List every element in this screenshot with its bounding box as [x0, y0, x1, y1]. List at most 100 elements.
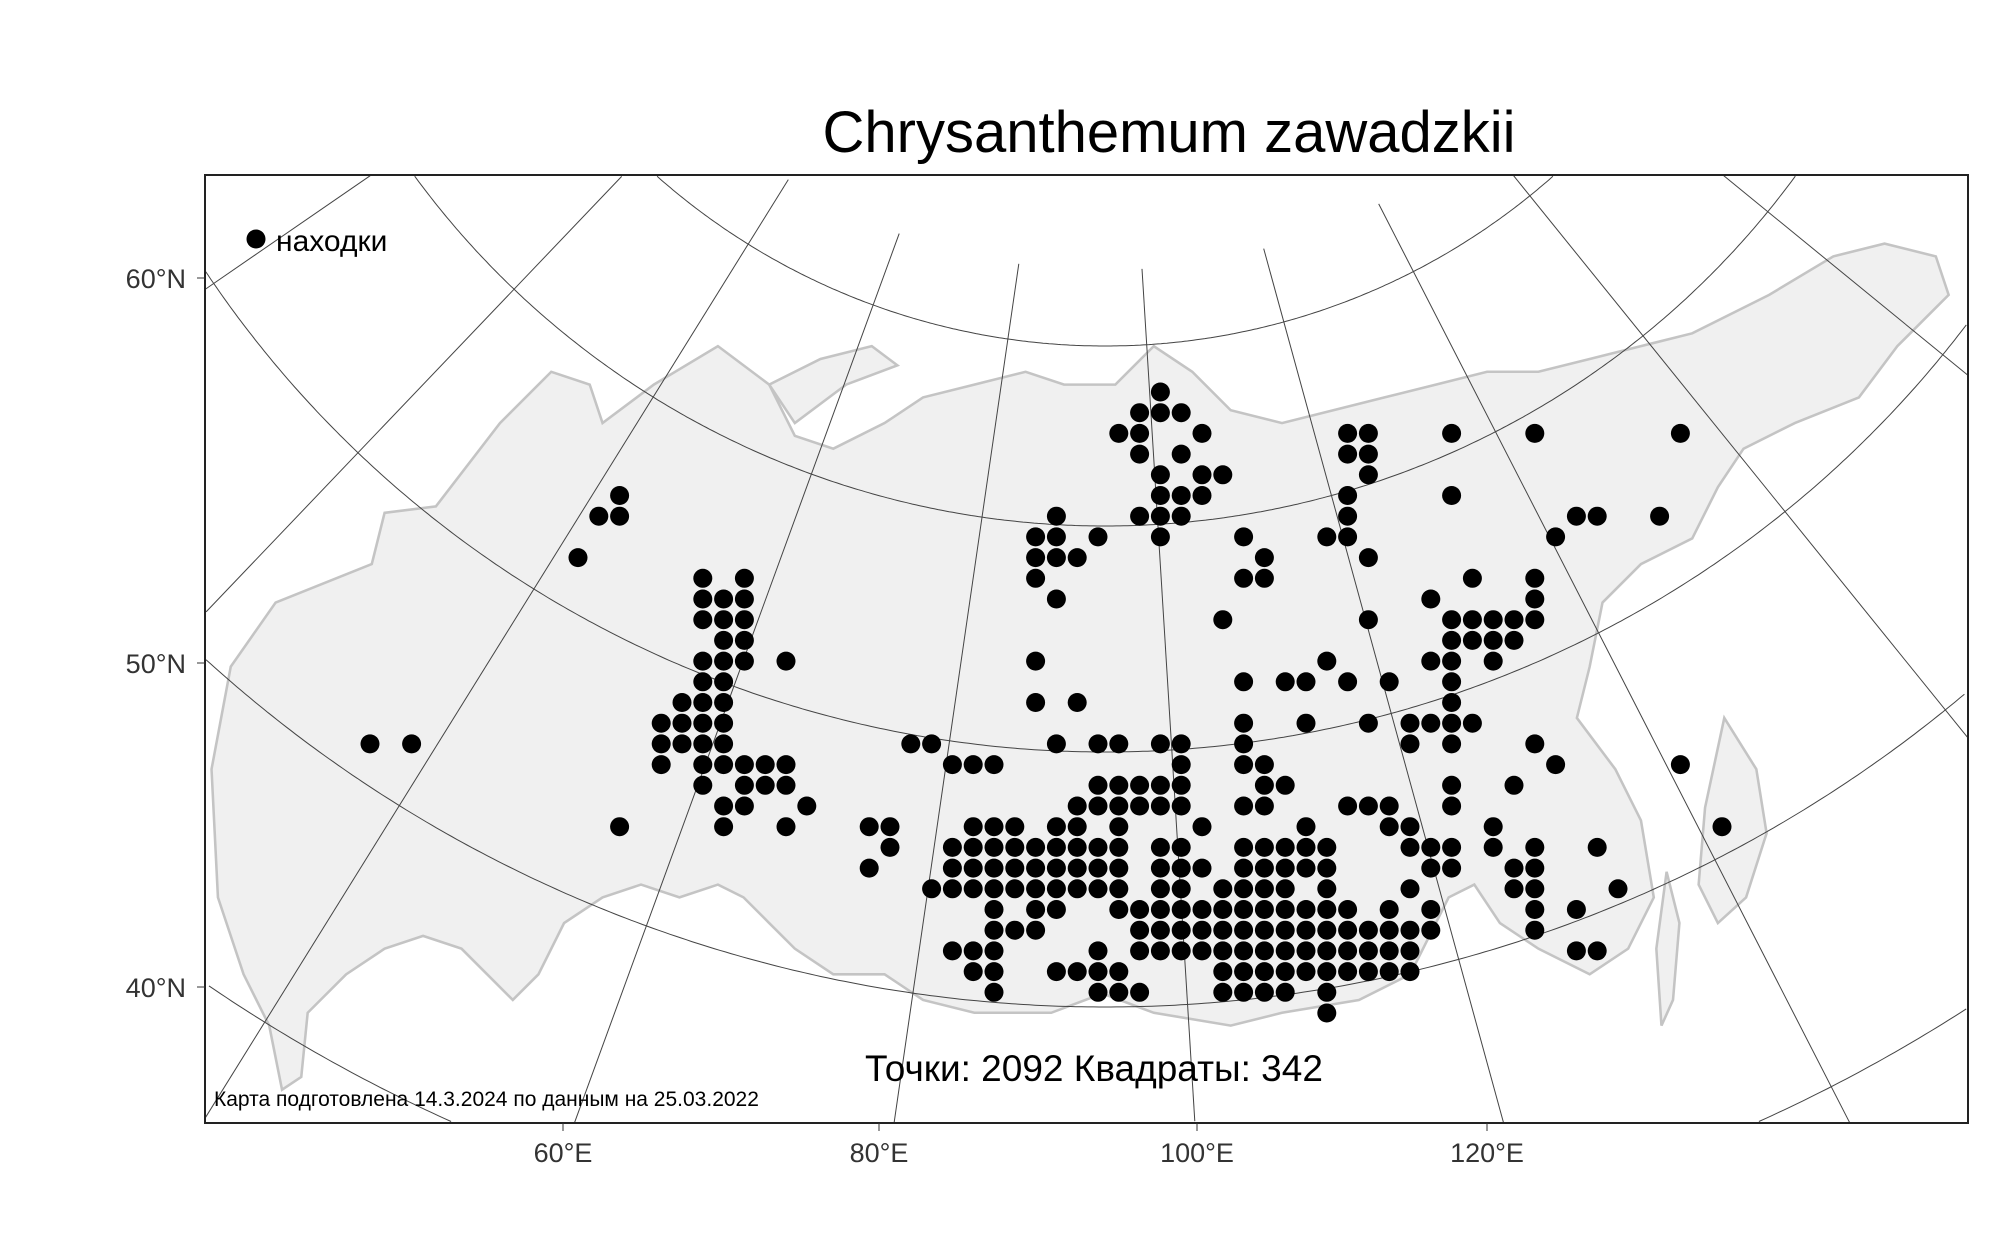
occurrence-dot: [734, 796, 754, 816]
occurrence-dot: [1150, 837, 1170, 857]
occurrence-dot: [693, 713, 713, 733]
occurrence-dot: [1462, 568, 1482, 588]
occurrence-dot: [1150, 403, 1170, 423]
occurrence-dot: [1254, 568, 1274, 588]
occurrence-dot: [1400, 713, 1420, 733]
occurrence-dot: [1088, 962, 1108, 982]
occurrence-dot: [1275, 775, 1295, 795]
map-area: [205, 175, 1968, 1123]
occurrence-dot: [1026, 651, 1046, 671]
occurrence-dot: [1296, 672, 1316, 692]
occurrence-dot: [1150, 506, 1170, 526]
occurrence-dot: [568, 548, 588, 568]
occurrence-dot: [1275, 920, 1295, 940]
occurrence-dot: [1400, 941, 1420, 961]
occurrence-dot: [1317, 962, 1337, 982]
sakhalin: [1655, 871, 1681, 1027]
occurrence-dot: [901, 734, 921, 754]
occurrence-dot: [651, 734, 671, 754]
occurrence-dot: [1088, 527, 1108, 547]
occurrence-dot: [1525, 879, 1545, 899]
occurrence-dot: [1213, 941, 1233, 961]
occurrence-dot: [880, 817, 900, 837]
occurrence-dot: [776, 817, 796, 837]
occurrence-dot: [1254, 962, 1274, 982]
occurrence-dot: [1275, 900, 1295, 919]
novaya-zemlya: [767, 344, 901, 425]
occurrence-dot: [1067, 817, 1087, 837]
occurrence-dot: [734, 775, 754, 795]
occurrence-dot: [1171, 837, 1191, 857]
occurrence-dot: [714, 734, 734, 754]
occurrence-dot: [963, 858, 983, 878]
occurrence-dot: [1483, 837, 1503, 857]
occurrence-dot: [1254, 796, 1274, 816]
occurrence-dot: [859, 858, 879, 878]
occurrence-dot: [1254, 879, 1274, 899]
occurrence-dot: [1026, 879, 1046, 899]
occurrence-dot: [1026, 548, 1046, 568]
occurrence-dot: [1442, 672, 1462, 692]
occurrence-dot: [610, 486, 630, 505]
occurrence-dot: [984, 858, 1004, 878]
land-mass: [210, 242, 1951, 1092]
occurrence-dot: [1358, 796, 1378, 816]
points-count: 2092: [981, 1048, 1063, 1089]
occurrence-dot: [672, 734, 692, 754]
occurrence-dot: [1005, 858, 1025, 878]
occurrence-dot: [1504, 630, 1524, 650]
occurrence-dot: [984, 920, 1004, 940]
occurrence-dot: [1171, 506, 1191, 526]
occurrence-dot: [1338, 900, 1358, 919]
occurrence-dot: [1150, 382, 1170, 402]
occurrence-dot: [714, 817, 734, 837]
occurrence-dot: [1421, 589, 1441, 609]
occurrence-dot: [1234, 713, 1254, 733]
occurrence-dot: [1046, 962, 1066, 982]
occurrence-dot: [1192, 465, 1212, 485]
occurrence-dot: [1442, 775, 1462, 795]
lon-label: 120°E: [1450, 1138, 1524, 1168]
occurrence-dot: [1130, 403, 1150, 423]
occurrence-dot: [1150, 527, 1170, 547]
occurrence-dot: [1088, 982, 1108, 1002]
occurrence-dot: [1546, 755, 1566, 775]
occurrence-dot: [1046, 589, 1066, 609]
occurrence-dot: [734, 651, 754, 671]
occurrence-dot: [1130, 900, 1150, 919]
occurrence-dot: [1525, 900, 1545, 919]
occurrence-dot: [1358, 713, 1378, 733]
occurrence-dot: [1234, 962, 1254, 982]
occurrence-dot: [1171, 879, 1191, 899]
occurrence-dot: [1192, 941, 1212, 961]
occurrence-dot: [1109, 796, 1129, 816]
occurrence-dot: [1130, 941, 1150, 961]
land-layer: [210, 242, 1951, 1092]
occurrence-dot: [1275, 672, 1295, 692]
occurrence-dot: [1504, 610, 1524, 630]
occurrence-dot: [1109, 900, 1129, 919]
occurrence-dot: [963, 962, 983, 982]
occurrence-dot: [776, 755, 796, 775]
occurrence-dot: [1442, 651, 1462, 671]
parallel-line: [205, 270, 1967, 753]
occurrence-dot: [651, 713, 671, 733]
occurrence-dot: [610, 506, 630, 526]
meridian-line: [205, 175, 371, 290]
occurrence-dot: [1046, 548, 1066, 568]
occurrence-dot: [714, 672, 734, 692]
occurrence-dot: [693, 693, 713, 712]
occurrence-dot: [1213, 962, 1233, 982]
occurrence-dot: [734, 630, 754, 650]
occurrence-dot: [1379, 672, 1399, 692]
occurrence-dot: [734, 755, 754, 775]
occurrence-dot: [1150, 486, 1170, 505]
meridian-line: [205, 176, 623, 613]
occurrence-dot: [1171, 858, 1191, 878]
occurrence-dot: [1213, 982, 1233, 1002]
occurrence-dot: [714, 589, 734, 609]
occurrence-dot: [1296, 962, 1316, 982]
occurrence-dot: [1525, 734, 1545, 754]
occurrence-dot: [1026, 837, 1046, 857]
occurrence-dot: [776, 775, 796, 795]
